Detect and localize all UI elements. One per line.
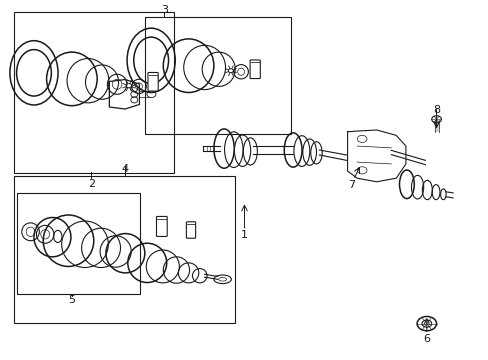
FancyBboxPatch shape <box>148 72 158 91</box>
Bar <box>14 176 234 323</box>
FancyBboxPatch shape <box>186 222 195 238</box>
Text: 1: 1 <box>241 230 247 240</box>
Text: 4: 4 <box>122 164 129 174</box>
FancyBboxPatch shape <box>249 60 260 78</box>
Text: 8: 8 <box>432 105 439 115</box>
Bar <box>14 12 174 173</box>
Text: 2: 2 <box>88 179 95 189</box>
Bar <box>144 18 290 134</box>
Text: 7: 7 <box>347 180 354 190</box>
Text: 5: 5 <box>68 295 75 305</box>
Text: 6: 6 <box>423 334 429 344</box>
FancyBboxPatch shape <box>156 216 167 237</box>
Bar <box>17 193 140 294</box>
Text: 3: 3 <box>161 5 167 15</box>
